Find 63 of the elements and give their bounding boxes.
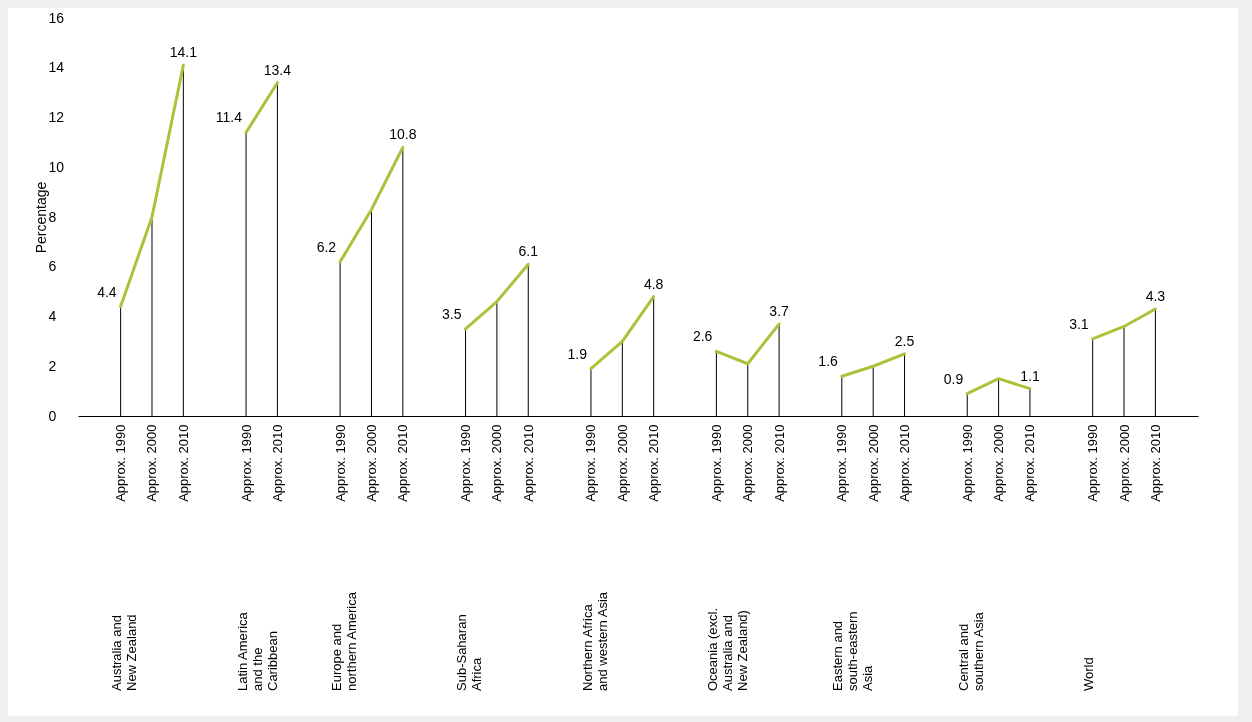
y-tick-label: 0 [48, 407, 57, 424]
x-tick-label: Approx. 1990 [583, 424, 599, 502]
x-tick-label: Approx. 2010 [269, 424, 285, 502]
x-tick-label: Approx. 2010 [395, 424, 411, 502]
data-label: 10.8 [389, 126, 417, 143]
x-tick-label: Approx. 2000 [489, 424, 505, 502]
data-label: 6.2 [316, 238, 337, 255]
x-tick-label: Approx. 2000 [1116, 424, 1132, 502]
text: Latin America and the Caribbean [234, 611, 280, 691]
data-label: 11.4 [215, 109, 243, 126]
y-tick-label: 4 [48, 308, 57, 324]
text: World [1081, 657, 1097, 691]
x-tick-label: Approx. 1990 [458, 424, 474, 502]
data-label: 4.8 [643, 275, 664, 292]
data-label: 0.9 [943, 370, 964, 387]
text: Northern Africa and western Asia [579, 591, 610, 691]
x-tick-label: Approx. 2000 [363, 424, 379, 502]
y-axis-title: Percentage [32, 181, 49, 254]
data-label: 2.5 [894, 332, 915, 349]
x-tick-label: Approx. 1990 [834, 424, 850, 502]
text: Oceania (excl. Australia and New Zealand) [704, 607, 750, 691]
x-tick-label: Approx. 1990 [959, 424, 975, 502]
data-label: 1.1 [1020, 367, 1040, 384]
data-label: 3.5 [442, 305, 462, 322]
x-tick-label: Approx. 1990 [332, 424, 348, 502]
data-label: 4.4 [97, 283, 117, 300]
y-tick-label: 10 [48, 158, 65, 175]
x-tick-label: Approx. 2010 [1147, 424, 1163, 502]
y-tick-label: 14 [48, 59, 65, 76]
text: Australia and New Zealand [109, 614, 140, 691]
x-tick-label: Approx. 2010 [1022, 424, 1038, 502]
x-tick-label: Approx. 1990 [238, 424, 254, 502]
text: Eastern and south-eastern Asia [830, 611, 876, 691]
x-tick-label: Approx. 1990 [113, 424, 129, 502]
x-tick-label: Approx. 1990 [708, 424, 724, 502]
x-tick-label: Approx. 2010 [520, 424, 536, 502]
data-label: 3.7 [769, 302, 790, 319]
data-label: 6.1 [518, 243, 539, 260]
x-tick-label: Approx. 2010 [771, 424, 787, 502]
y-tick-label: 16 [48, 9, 65, 26]
data-label: 2.6 [692, 328, 713, 345]
x-tick-label: Approx. 2000 [740, 424, 756, 502]
y-tick-label: 12 [48, 109, 65, 125]
data-label: 1.9 [567, 345, 588, 362]
x-tick-label: Approx. 1990 [1085, 424, 1101, 502]
x-tick-label: Approx. 2000 [144, 424, 160, 502]
x-tick-label: Approx. 2010 [646, 424, 662, 502]
y-tick-label: 2 [48, 357, 57, 374]
data-label: 13.4 [263, 61, 292, 78]
x-tick-label: Approx. 2000 [614, 424, 630, 502]
x-tick-label: Approx. 2000 [991, 424, 1007, 502]
data-label: 14.1 [169, 44, 198, 61]
x-tick-label: Approx. 2000 [865, 424, 881, 502]
x-tick-label: Approx. 2010 [175, 424, 191, 502]
data-label: 4.3 [1145, 288, 1166, 305]
x-tick-label: Approx. 2010 [897, 424, 913, 502]
y-tick-label: 6 [48, 258, 57, 275]
y-tick-label: 8 [48, 208, 57, 225]
data-label: 1.6 [818, 353, 839, 370]
text: Europe and northern America [328, 591, 359, 691]
data-label: 3.1 [1069, 315, 1089, 332]
text: Sub-Saharan Africa [454, 614, 485, 691]
text: Central and southern Asia [955, 611, 986, 691]
